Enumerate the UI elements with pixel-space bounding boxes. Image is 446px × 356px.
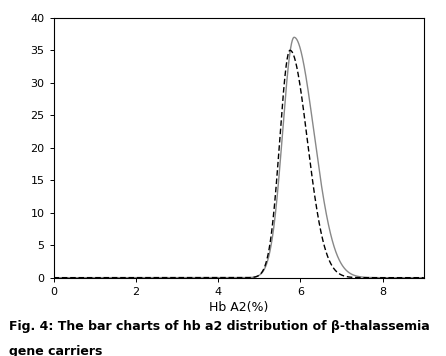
Text: Fig. 4: The bar charts of hb a2 distribution of β-thalassemia: Fig. 4: The bar charts of hb a2 distribu… bbox=[9, 320, 429, 334]
X-axis label: Hb A2(%): Hb A2(%) bbox=[209, 301, 268, 314]
Text: gene carriers: gene carriers bbox=[9, 345, 102, 356]
